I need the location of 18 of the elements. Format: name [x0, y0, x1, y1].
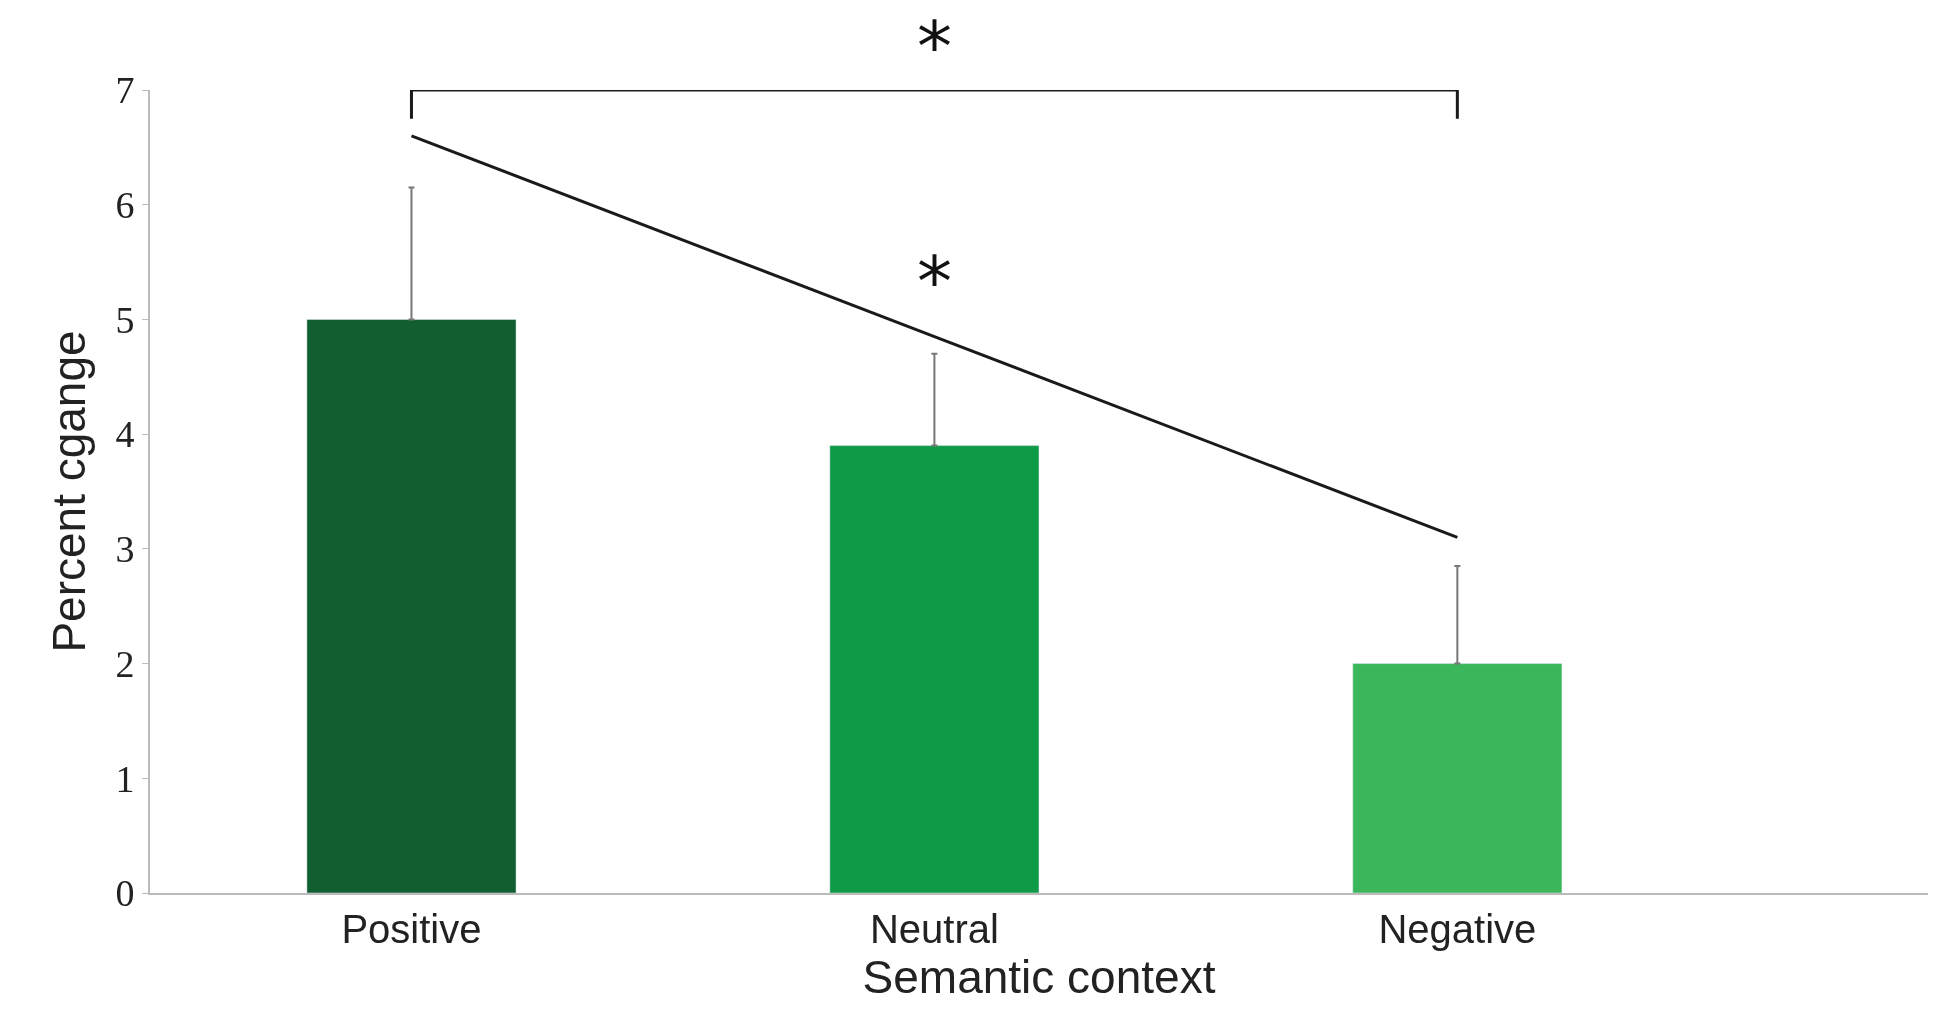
x-tick-label: Neutral [869, 907, 999, 951]
text: * [917, 6, 952, 88]
y-tick-label: 3 [115, 528, 135, 571]
y-tick-label: 2 [115, 642, 135, 685]
bar [829, 445, 1040, 893]
y-tick-label: 0 [115, 872, 135, 915]
y-axis-title: Percent cgange [43, 330, 96, 653]
bar [1352, 663, 1563, 893]
y-tick-label: 7 [115, 69, 135, 112]
y-tick-label: 5 [115, 298, 135, 341]
x-axis-title: Semantic context [862, 951, 1216, 1003]
x-tick-label: Negative [1378, 907, 1537, 951]
y-tick-label: 6 [115, 184, 135, 227]
y-tick-label: 4 [115, 413, 135, 456]
x-tick-label: Positive [341, 907, 482, 951]
bar [306, 319, 517, 893]
annotation: * [917, 241, 952, 323]
y-tick-label: 1 [115, 757, 135, 800]
